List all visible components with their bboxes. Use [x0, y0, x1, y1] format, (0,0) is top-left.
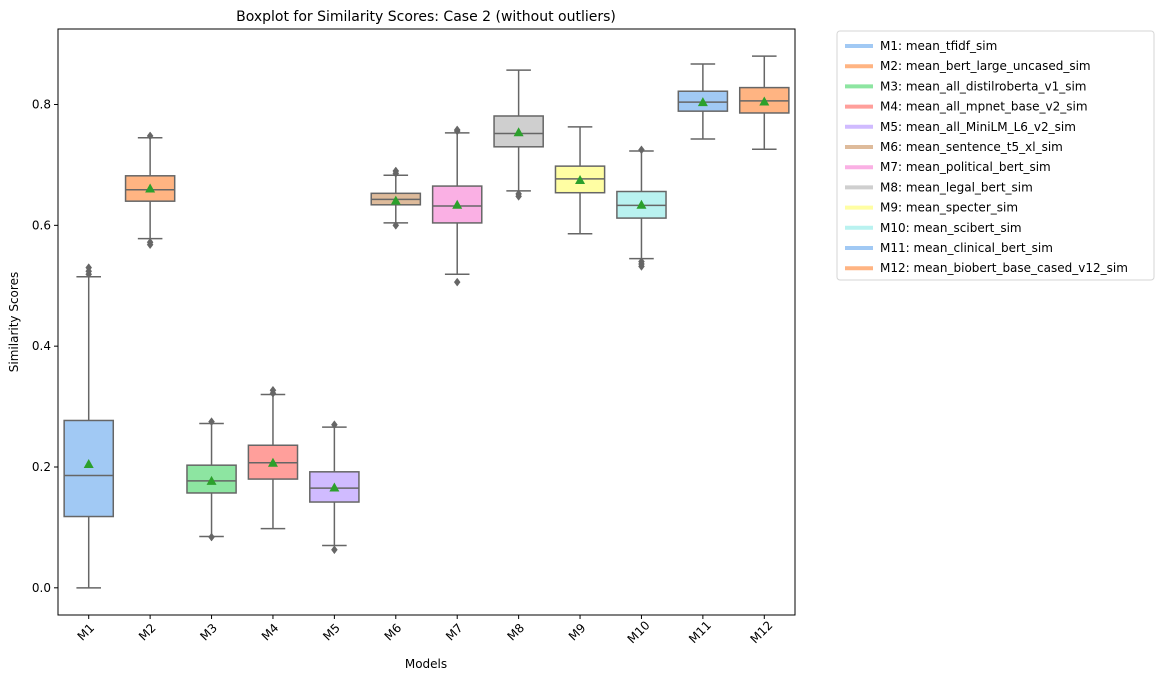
- x-tick-label: M1: [75, 621, 98, 644]
- x-tick-label: M6: [382, 621, 405, 644]
- plot-frame: [57, 28, 796, 616]
- outlier-point: [392, 220, 400, 230]
- box-m4: [247, 385, 299, 530]
- outlier-point: [208, 417, 215, 427]
- box-m12: [738, 55, 790, 150]
- box-m5: [309, 420, 360, 555]
- legend-entries: M1: mean_tfidf_sim M2: mean_bert_large_un…: [845, 39, 1128, 275]
- outlier-point: [208, 532, 215, 542]
- x-tick-label: M4: [259, 621, 282, 644]
- box-m2: [124, 131, 176, 250]
- legend-label: M2: mean_bert_large_uncased_sim: [880, 59, 1091, 73]
- legend-label: M9: mean_specter_sim: [880, 201, 1018, 215]
- box-m11: [677, 63, 729, 140]
- mean-marker: [390, 195, 401, 205]
- box-m9: [554, 126, 606, 235]
- mean-marker: [513, 127, 524, 137]
- outlier-point: [515, 189, 522, 199]
- legend-label: M10: mean_scibert_sim: [880, 221, 1022, 235]
- iqr-box: [63, 419, 115, 518]
- legend-frame: [836, 30, 1155, 281]
- mean-marker: [697, 97, 708, 107]
- legend-label: M7: mean_political_bert_sim: [880, 160, 1051, 174]
- x-tick-label: M9: [566, 621, 589, 644]
- outlier-point: [392, 166, 400, 176]
- plot-area: [63, 55, 790, 589]
- x-tick-label: M2: [136, 621, 159, 644]
- mean-marker: [759, 96, 770, 106]
- chart-title: Boxplot for Similarity Scores: Case 2 (w…: [236, 9, 616, 25]
- y-tick-label: 0.0: [32, 581, 51, 595]
- mean-marker: [206, 475, 217, 485]
- mean-marker: [329, 482, 340, 492]
- legend-label: M11: mean_clinical_bert_sim: [880, 241, 1053, 255]
- outlier-point: [146, 237, 154, 247]
- box-m10: [616, 145, 667, 271]
- x-axis-label: Models: [405, 657, 447, 671]
- mean-marker: [145, 183, 156, 193]
- outlier-point: [638, 257, 645, 267]
- legend-label: M5: mean_all_MiniLM_L6_v2_sim: [880, 120, 1076, 134]
- x-tick-label: M3: [197, 621, 220, 644]
- legend: M1: mean_tfidf_sim M2: mean_bert_large_un…: [836, 30, 1155, 281]
- outlier-point: [269, 385, 277, 395]
- y-tick-label: 0.6: [32, 218, 51, 232]
- legend-label: M1: mean_tfidf_sim: [880, 39, 997, 53]
- mean-marker: [452, 199, 463, 209]
- mean-marker: [636, 199, 647, 209]
- outlier-point: [638, 145, 645, 155]
- legend-label: M3: mean_all_distilroberta_v1_sim: [880, 79, 1087, 93]
- mean-marker: [267, 457, 278, 467]
- x-tick-label: M5: [320, 621, 343, 644]
- legend-label: M4: mean_all_mpnet_base_v2_sim: [880, 100, 1088, 114]
- mean-marker: [575, 175, 586, 185]
- y-tick-label: 0.8: [32, 98, 51, 112]
- box-m7: [431, 125, 483, 287]
- mean-marker: [83, 458, 94, 468]
- legend-label: M6: mean_sentence_t5_xl_sim: [880, 140, 1063, 154]
- x-tick-label: M8: [504, 621, 527, 644]
- y-tick-label: 0.4: [32, 339, 51, 353]
- outlier-point: [85, 263, 93, 273]
- x-tick-label: M7: [443, 621, 466, 644]
- x-tick-label: M11: [686, 618, 714, 646]
- x-tick-label: M12: [747, 618, 775, 646]
- y-tick-label: 0.2: [32, 460, 51, 474]
- box-m8: [493, 69, 544, 201]
- y-axis-label: Similarity Scores: [7, 272, 21, 372]
- iqr-box: [186, 464, 237, 494]
- box-m1: [63, 263, 115, 589]
- legend-label: M12: mean_biobert_base_cased_v12_sim: [880, 261, 1128, 275]
- legend-label: M8: mean_legal_bert_sim: [880, 180, 1033, 194]
- outlier-point: [331, 545, 338, 555]
- outlier-point: [331, 420, 338, 430]
- box-m6: [370, 166, 422, 230]
- outlier-point: [453, 277, 461, 287]
- box-m3: [186, 417, 237, 542]
- x-tick-label: M10: [625, 618, 653, 646]
- outlier-point: [453, 125, 461, 135]
- outlier-point: [146, 131, 154, 141]
